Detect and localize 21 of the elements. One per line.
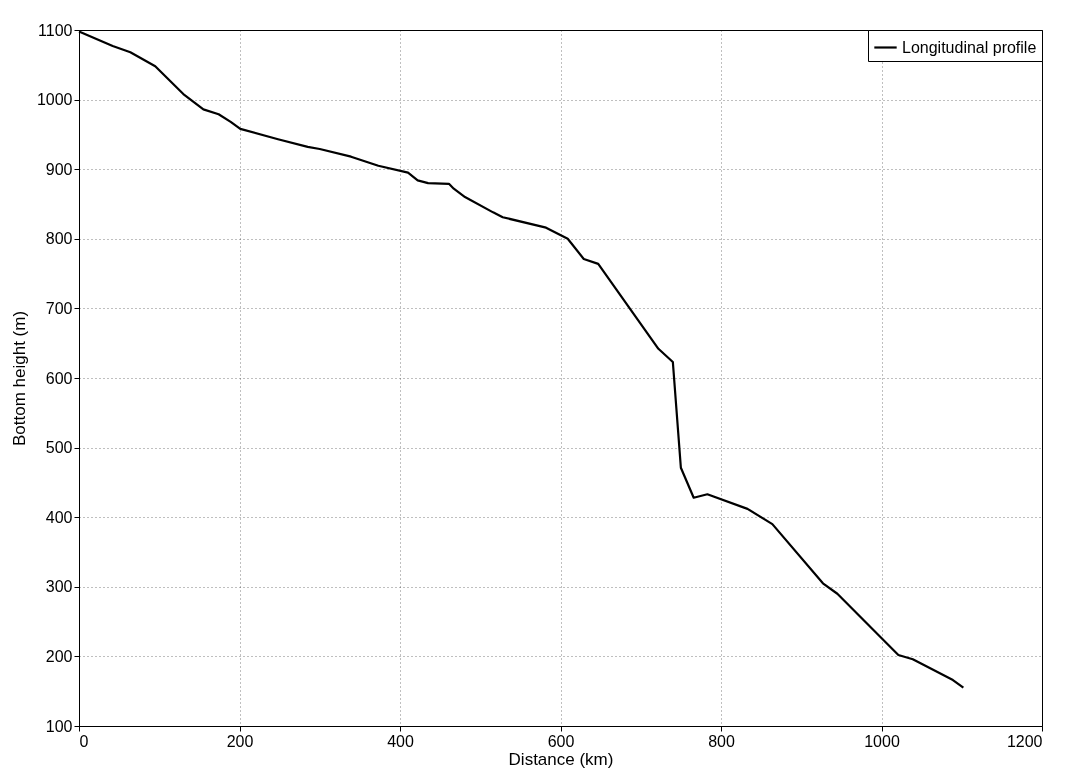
y-tick-label: 700 <box>45 299 73 317</box>
y-tick-label: 200 <box>45 647 73 665</box>
y-tick-label: 800 <box>45 230 73 248</box>
legend-label: Longitudinal profile <box>902 38 1037 56</box>
y-tick-label: 500 <box>45 439 73 457</box>
x-tick-label: 600 <box>547 732 575 750</box>
y-axis-title: Bottom height (m) <box>9 310 29 447</box>
y-tick-label: 1100 <box>38 21 73 39</box>
x-tick-label: 200 <box>226 732 254 750</box>
y-tick-label: 600 <box>45 369 73 387</box>
x-tick-label: 1000 <box>864 732 900 750</box>
x-tick-label: 0 <box>79 732 89 750</box>
x-axis-title: Distance (km) <box>508 749 614 769</box>
y-tick-label: 900 <box>45 160 73 178</box>
y-tick-label: 400 <box>45 508 73 526</box>
x-tick-label: 1200 <box>1006 732 1043 750</box>
x-tick-label: 800 <box>708 732 735 750</box>
x-tick-label: 400 <box>387 732 414 750</box>
y-tick-label: 100 <box>45 717 73 735</box>
y-tick-label: 300 <box>45 578 73 596</box>
y-tick-label: 1000 <box>36 91 73 109</box>
